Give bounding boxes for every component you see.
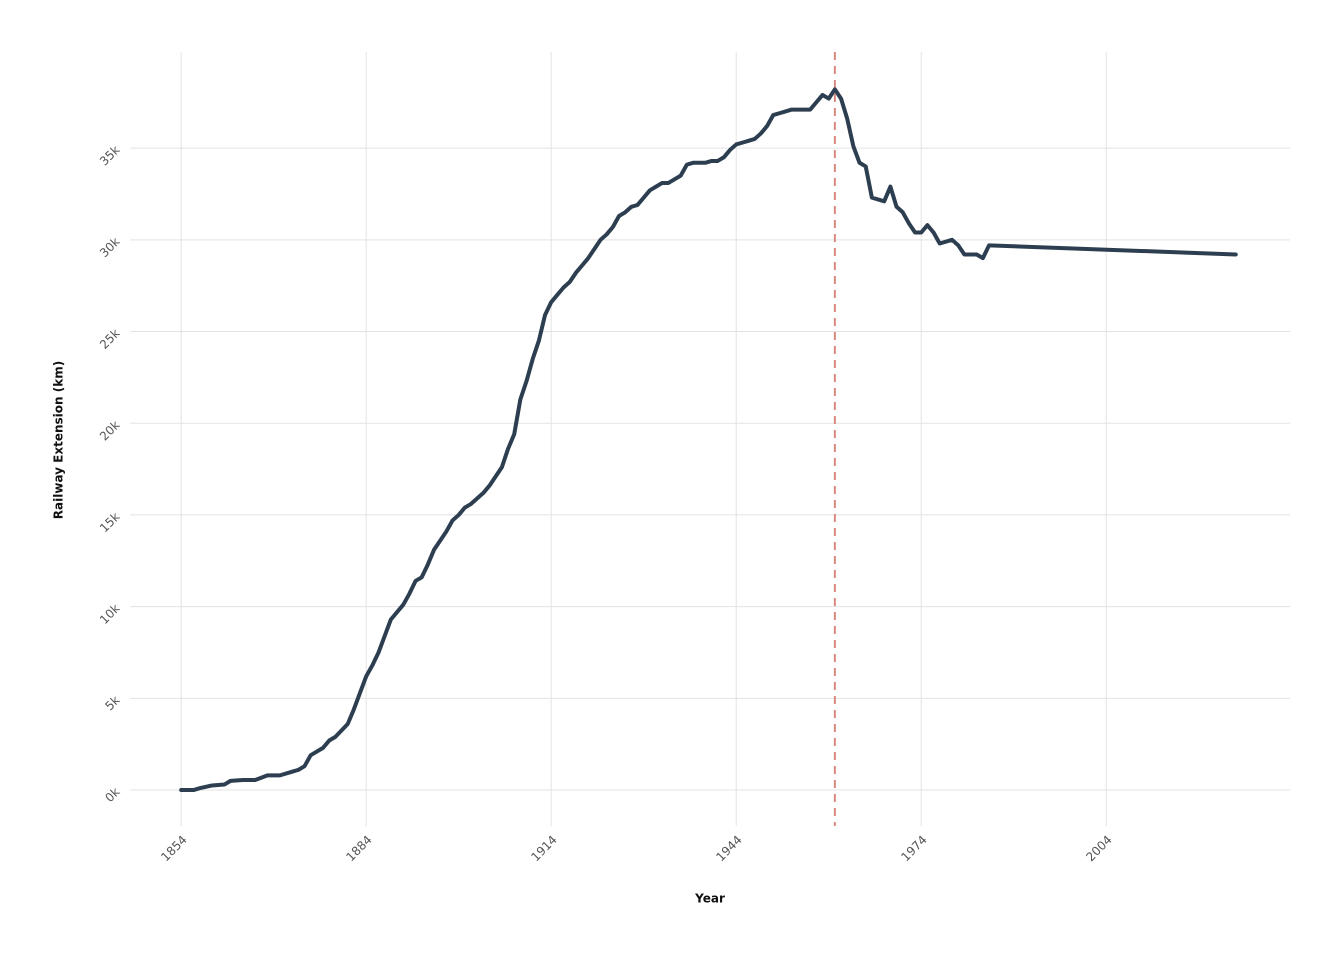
y-tick-label: 0k (102, 785, 122, 805)
x-tick-label: 1914 (528, 833, 559, 864)
x-tick-label: 1974 (898, 833, 929, 864)
y-tick-label: 30k (97, 234, 123, 260)
x-tick-label: 1884 (343, 833, 374, 864)
data-line (179, 87, 1238, 793)
y-tick-label: 20k (97, 418, 123, 444)
y-tick-label: 5k (102, 693, 122, 713)
y-tick-label: 35k (97, 143, 123, 169)
x-tick-label: 1854 (158, 833, 189, 864)
x-axis-title: Year (694, 892, 725, 906)
x-tick-label: 1944 (713, 833, 744, 864)
y-tick-label: 10k (97, 601, 123, 627)
x-tick-label: 2004 (1083, 833, 1114, 864)
y-tick-label: 15k (97, 510, 123, 536)
y-tick-label: 25k (97, 326, 123, 352)
y-axis-title: Railway Extension (km) (52, 361, 66, 519)
